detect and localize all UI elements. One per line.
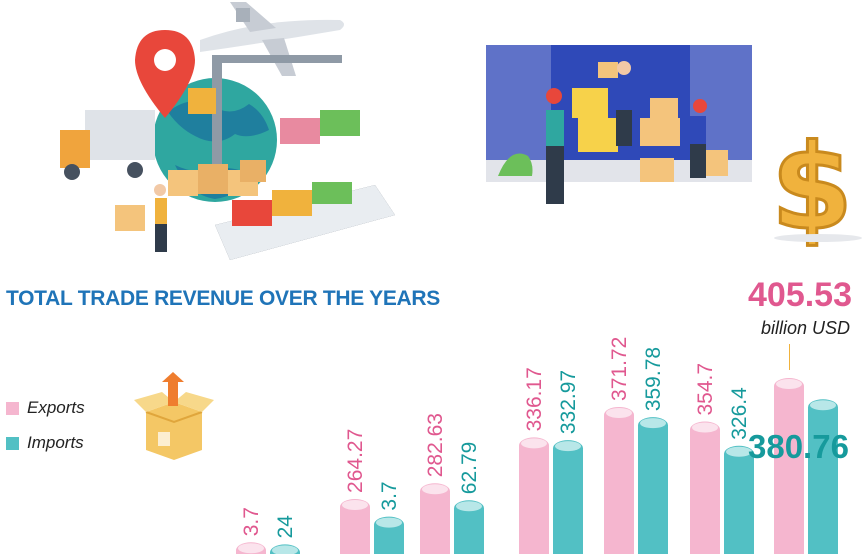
highlight-pointer [789, 344, 790, 370]
bar-imports-4 [638, 417, 668, 554]
bar-imports-5 [724, 445, 754, 554]
label-imports-1: 3.7 [378, 481, 401, 510]
delivery-truck-icon [60, 110, 155, 180]
label-exports-0: 3.7 [240, 507, 263, 536]
label-exports-5: 354.7 [694, 363, 717, 416]
svg-text:$: $ [771, 118, 853, 256]
dollar-icon: $ [769, 117, 862, 258]
cargo-ship-icon [215, 110, 395, 260]
worker-icon [115, 184, 167, 252]
open-box-icon [134, 372, 214, 460]
bar-exports-3 [519, 437, 549, 554]
bar-exports-4 [604, 406, 634, 554]
label-imports-6: 380.76 [748, 428, 849, 465]
highlight-unit: billion USD [760, 318, 850, 338]
highlight-value: 405.53 [748, 276, 852, 314]
bar-imports-0 [270, 544, 300, 554]
label-imports-5: 326.4 [728, 387, 751, 440]
bar-exports-2 [420, 483, 450, 554]
bar-exports-6 [774, 378, 804, 554]
label-imports-0: 24 [274, 515, 297, 539]
legend-item-imports: Imports [6, 433, 84, 453]
label-exports-2: 282.63 [424, 413, 447, 477]
label-exports-1: 264.27 [344, 429, 367, 493]
location-pin-icon [135, 30, 195, 118]
bar-exports-1 [340, 498, 370, 554]
label-imports-2: 62.79 [458, 442, 481, 495]
legend-item-exports: Exports [6, 398, 85, 418]
label-imports-4: 359.78 [642, 347, 665, 411]
trade-illustration: $ [60, 2, 862, 260]
bar-exports-5 [690, 421, 720, 554]
legend-label-imports: Imports [27, 433, 84, 452]
label-imports-3: 332.97 [557, 370, 580, 434]
legend-swatch-exports [6, 401, 19, 415]
loading-truck-icon [486, 45, 752, 204]
label-exports-3: 336.17 [523, 367, 546, 431]
label-exports-4: 371.72 [608, 337, 631, 401]
bar-exports-0 [236, 542, 266, 554]
bar-imports-3 [553, 440, 583, 554]
bar-imports-6 [808, 399, 838, 554]
bar-imports-1 [374, 516, 404, 554]
chart-title: TOTAL TRADE REVENUE OVER THE YEARS [6, 287, 440, 310]
legend-label-exports: Exports [27, 398, 85, 417]
crane-icon [188, 55, 342, 175]
cargo-boxes-icon [168, 160, 266, 196]
airplane-icon [200, 2, 344, 76]
legend-swatch-imports [6, 436, 19, 450]
bar-imports-2 [454, 500, 484, 554]
